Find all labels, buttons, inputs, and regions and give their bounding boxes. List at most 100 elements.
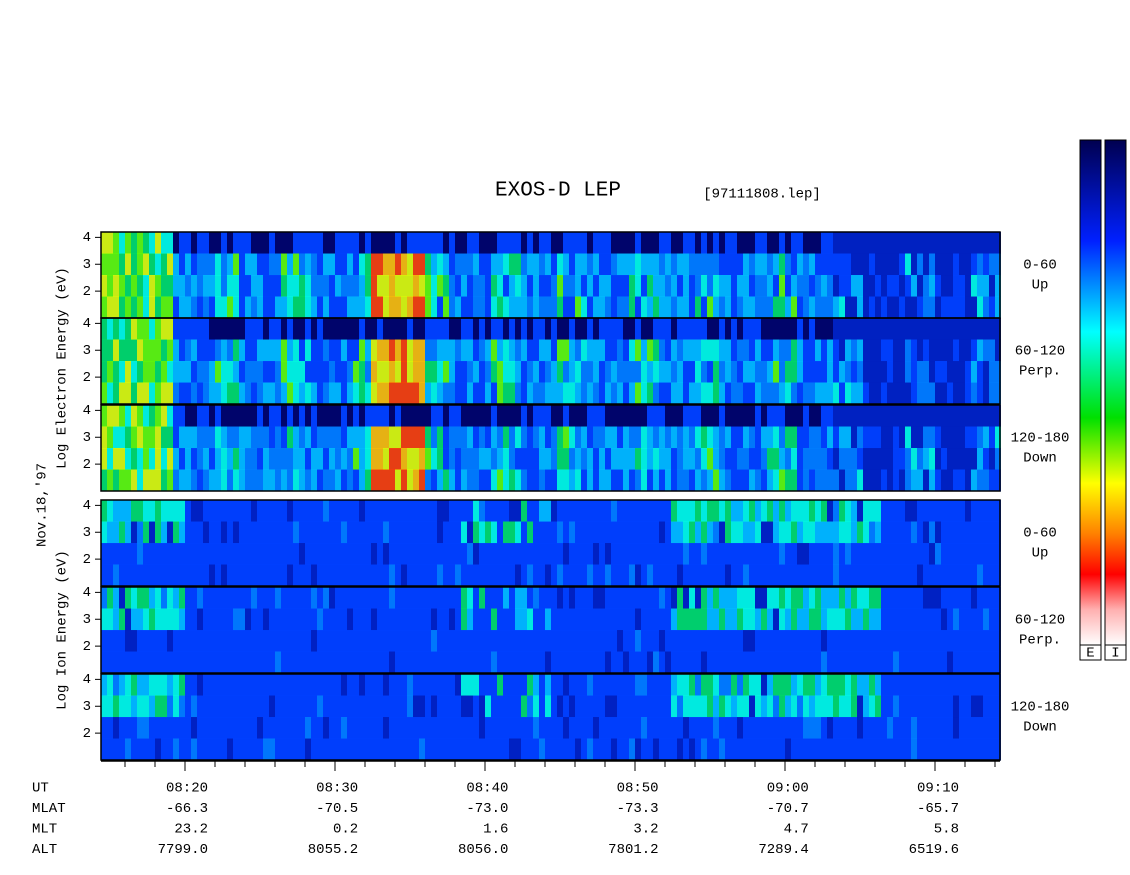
spectrogram-cell — [971, 717, 977, 739]
spectrogram-cell — [911, 521, 917, 544]
spectrogram-cell — [965, 500, 971, 522]
spectrogram-cell — [323, 448, 329, 470]
spectrogram-cell — [239, 318, 245, 340]
spectrogram-cell — [611, 253, 617, 276]
spectrogram-cell — [695, 448, 701, 470]
spectrogram-cell — [467, 232, 473, 254]
spectrogram-cell — [593, 608, 599, 631]
spectrogram-cell — [629, 382, 635, 405]
spectrogram-cell — [161, 608, 167, 631]
spectrogram-cell — [269, 630, 275, 652]
spectrogram-cell — [899, 674, 905, 696]
spectrogram-cell — [737, 674, 743, 696]
spectrogram-cell — [869, 469, 875, 492]
spectrogram-cell — [857, 318, 863, 340]
spectrogram-cell — [707, 564, 713, 587]
spectrogram-cell — [959, 674, 965, 696]
spectrogram-cell — [359, 564, 365, 587]
spectrogram-cell — [323, 521, 329, 544]
spectrogram-cell — [941, 469, 947, 492]
spectrogram-cell — [665, 695, 671, 718]
spectrogram-cell — [893, 339, 899, 362]
spectrogram-cell — [875, 253, 881, 276]
spectrogram-cell — [713, 608, 719, 631]
spectrogram-cell — [263, 296, 269, 319]
spectrogram-cell — [545, 651, 551, 674]
spectrogram-cell — [311, 608, 317, 631]
spectrogram-cell — [977, 382, 983, 405]
spectrogram-cell — [485, 469, 491, 492]
spectrogram-cell — [245, 275, 251, 297]
spectrogram-cell — [455, 426, 461, 449]
spectrogram-cell — [983, 361, 989, 383]
spectrogram-cell — [203, 318, 209, 340]
spectrogram-cell — [281, 674, 287, 696]
spectrogram-cell — [167, 587, 173, 609]
spectrogram-cell — [881, 500, 887, 522]
spectrogram-cell — [509, 426, 515, 449]
spectrogram-cell — [539, 232, 545, 254]
spectrogram-cell — [989, 405, 995, 427]
spectrogram-cell — [119, 405, 125, 427]
spectrogram-cell — [839, 717, 845, 739]
spectrogram-cell — [779, 630, 785, 652]
spectrogram-cell — [995, 253, 1001, 276]
spectrogram-cell — [329, 587, 335, 609]
spectrogram-cell — [797, 339, 803, 362]
spectrogram-cell — [245, 469, 251, 492]
spectrogram-cell — [827, 232, 833, 254]
spectrogram-cell — [851, 651, 857, 674]
spectrogram-cell — [863, 651, 869, 674]
spectrogram-cell — [329, 695, 335, 718]
spectrogram-cell — [335, 469, 341, 492]
spectrogram-cell — [923, 253, 929, 276]
spectrogram-cell — [329, 500, 335, 522]
spectrogram-cell — [725, 500, 731, 522]
spectrogram-cell — [377, 232, 383, 254]
spectrogram-cell — [179, 339, 185, 362]
spectrogram-cell — [389, 361, 395, 383]
spectrogram-cell — [827, 448, 833, 470]
spectrogram-cell — [803, 695, 809, 718]
spectrogram-cell — [887, 695, 893, 718]
spectrogram-cell — [923, 543, 929, 565]
spectrogram-cell — [149, 405, 155, 427]
spectrogram-cell — [623, 500, 629, 522]
spectrogram-cell — [341, 253, 347, 276]
spectrogram-cell — [353, 296, 359, 319]
spectrogram-cell — [383, 361, 389, 383]
spectrogram-cell — [743, 361, 749, 383]
spectrogram-cell — [587, 500, 593, 522]
spectrogram-cell — [959, 275, 965, 297]
spectrogram-cell — [665, 318, 671, 340]
spectrogram-cell — [455, 651, 461, 674]
spectrogram-cell — [737, 469, 743, 492]
spectrogram-cell — [299, 717, 305, 739]
spectrogram-cell — [491, 448, 497, 470]
spectrogram-cell — [671, 695, 677, 718]
spectrogram-cell — [695, 717, 701, 739]
spectrogram-cell — [689, 587, 695, 609]
spectrogram-cell — [209, 543, 215, 565]
spectrogram-cell — [821, 232, 827, 254]
spectrogram-cell — [137, 543, 143, 565]
spectrogram-cell — [641, 695, 647, 718]
spectrogram-cell — [533, 469, 539, 492]
spectrogram-cell — [173, 500, 179, 522]
spectrogram-cell — [473, 738, 479, 761]
spectrogram-cell — [269, 587, 275, 609]
spectrogram-cell — [113, 521, 119, 544]
spectrogram-cell — [683, 717, 689, 739]
spectrogram-cell — [281, 339, 287, 362]
spectrogram-cell — [953, 448, 959, 470]
spectrogram-cell — [449, 521, 455, 544]
spectrogram-cell — [443, 361, 449, 383]
spectrogram-cell — [107, 253, 113, 276]
spectrogram-cell — [545, 318, 551, 340]
spectrogram-cell — [389, 318, 395, 340]
spectrogram-cell — [647, 738, 653, 761]
spectrogram-cell — [941, 339, 947, 362]
spectrogram-cell — [347, 405, 353, 427]
spectrogram-cell — [545, 382, 551, 405]
spectrogram-cell — [191, 674, 197, 696]
